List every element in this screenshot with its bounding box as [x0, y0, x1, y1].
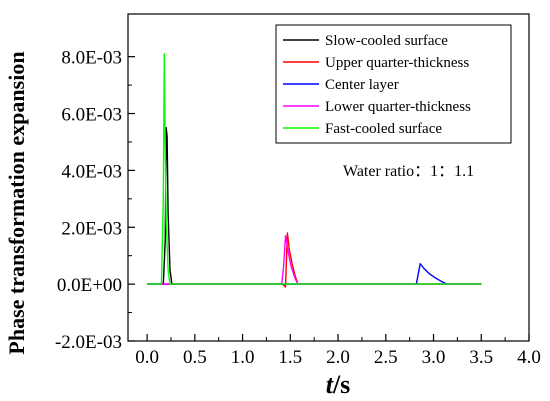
legend-label: Upper quarter-thickness	[325, 55, 469, 71]
plot-area-border	[127, 13, 530, 342]
y-tick-label: 2.0E-03	[61, 218, 122, 239]
series-line-5	[147, 53, 482, 285]
x-tick-label: 0.0	[135, 347, 159, 368]
x-tick-label: 3.0	[422, 347, 446, 368]
plot-frame	[127, 13, 530, 342]
series-line-2	[147, 232, 482, 288]
legend-label: Lower quarter-thickness	[325, 99, 471, 115]
x-tick-label: 4.0	[517, 347, 541, 368]
y-axis-title: Phase transformation expansion	[4, 51, 29, 354]
legend-label: Fast-cooled surface	[325, 121, 442, 137]
x-tick-label: 2.0	[326, 347, 350, 368]
series-line-3	[147, 263, 482, 285]
x-axis-title-rest: /s	[332, 370, 350, 399]
x-axis-title-italic: t	[326, 370, 334, 399]
x-tick-label: 0.5	[183, 347, 207, 368]
x-tick-label: 3.5	[469, 347, 493, 368]
y-tick-label: 6.0E-03	[61, 105, 122, 126]
series-line-4	[147, 235, 482, 285]
y-tick-label: -2.0E-03	[55, 332, 122, 353]
series-line-1	[147, 126, 482, 285]
x-tick-label: 1.0	[231, 347, 255, 368]
x-tick-label: 1.5	[278, 347, 302, 368]
y-tick-label: 8.0E-03	[61, 48, 122, 69]
y-tick-label: 4.0E-03	[61, 161, 122, 182]
x-axis-title: t/s	[326, 370, 351, 399]
x-ticks: 0.0 0.5 1.0 1.5 2.0 2.5 3.0 3.5 4.0	[135, 334, 541, 368]
legend-label: Slow-cooled surface	[325, 33, 448, 49]
y-ticks: -2.0E-03 0.0E+00 2.0E-03 4.0E-03 6.0E-03 8.0E…	[55, 48, 135, 353]
x-tick-label: 2.5	[374, 347, 398, 368]
series-layer	[147, 53, 482, 288]
y-axis-label: Phase transformation expansion	[4, 51, 29, 354]
y-tick-label: 0.0E+00	[57, 275, 122, 296]
legend: Slow-cooled surface Upper quarter-thickne…	[275, 24, 512, 144]
legend-label: Center layer	[325, 77, 399, 93]
water-ratio-annotation: Water ratio：1：1.1	[343, 163, 474, 180]
